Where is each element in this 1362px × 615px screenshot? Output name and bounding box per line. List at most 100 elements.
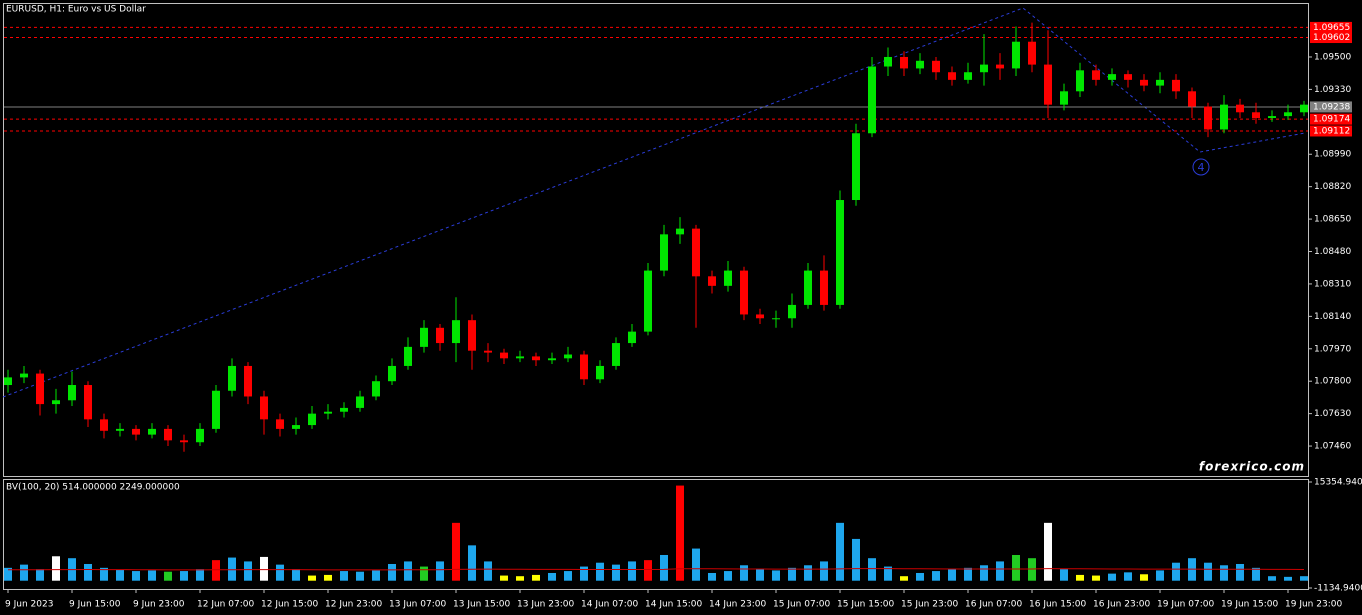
- candle-body: [212, 390, 220, 429]
- volume-bar: [372, 570, 380, 581]
- y-tick-label: 1.08140: [1314, 312, 1351, 322]
- candle-body: [708, 276, 716, 286]
- x-tick-label: 9 Jun 23:00: [133, 600, 185, 610]
- candle-body: [164, 428, 172, 441]
- level-box: [1310, 101, 1352, 113]
- volume-bar: [900, 576, 908, 581]
- candle-body: [468, 320, 476, 351]
- volume-bar: [1124, 572, 1132, 581]
- volume-bar: [244, 561, 252, 581]
- candle-body: [868, 66, 876, 134]
- candle-body: [788, 304, 796, 319]
- x-tick-label: 9 Jun 15:00: [69, 600, 121, 610]
- volume-bar: [4, 567, 12, 581]
- volume-frame: [3, 479, 1309, 590]
- volume-bar: [964, 567, 972, 581]
- candle-body: [1140, 79, 1148, 86]
- volume-bar: [1076, 574, 1084, 581]
- volume-bar: [1236, 563, 1244, 581]
- candle-body: [292, 425, 300, 429]
- ma-line: [7, 568, 1305, 571]
- level-box: [1310, 125, 1352, 137]
- volume-bar: [52, 556, 60, 581]
- volume-bar: [1156, 570, 1164, 581]
- candle-body: [660, 234, 668, 271]
- volume-bar: [84, 563, 92, 581]
- volume-bar: [500, 575, 508, 581]
- volume-bar: [532, 574, 540, 581]
- volume-bar: [468, 545, 476, 581]
- candle-body: [1220, 104, 1228, 130]
- y-tick-label: 1.08820: [1314, 182, 1351, 192]
- volume-bar: [164, 571, 172, 581]
- volume-bar: [756, 569, 764, 581]
- candle-body: [628, 331, 636, 344]
- candle-body: [692, 228, 700, 277]
- volume-bar: [116, 569, 124, 581]
- y-tick-label: 1.08480: [1314, 247, 1351, 257]
- volume-bar: [1220, 565, 1228, 581]
- candle-body: [532, 356, 540, 361]
- candle-body: [612, 343, 620, 366]
- x-tick-label: 13 Jun 23:00: [517, 600, 574, 610]
- y-tick-label: 1.08310: [1314, 279, 1351, 289]
- candle-body: [932, 60, 940, 73]
- volume-bar: [228, 557, 236, 581]
- level-label: 1.09112: [1313, 126, 1350, 136]
- level-box: [1310, 32, 1352, 44]
- indicator-title: BV(100, 20) 514.000000 2249.000000: [6, 483, 180, 493]
- candle-body: [1172, 79, 1180, 92]
- volume-bar: [836, 522, 844, 581]
- level-label: 1.09655: [1313, 23, 1350, 33]
- candle-body: [948, 72, 956, 80]
- candle-body: [1268, 116, 1276, 119]
- candle-body: [148, 428, 156, 435]
- volume-bar: [452, 522, 460, 581]
- volume-bar: [580, 566, 588, 581]
- candle-body: [1204, 106, 1212, 130]
- x-tick-label: 15 Jun 23:00: [901, 600, 958, 610]
- candle-body: [516, 356, 524, 359]
- candle-body: [756, 314, 764, 319]
- volume-bar: [404, 561, 412, 581]
- x-tick-label: 12 Jun 15:00: [261, 600, 318, 610]
- x-tick-label: 19 Jun 07:00: [1157, 600, 1214, 610]
- y-tick-label: 1.07970: [1314, 344, 1351, 354]
- candle-body: [996, 64, 1004, 69]
- candle-body: [340, 407, 348, 412]
- volume-bar: [308, 575, 316, 581]
- candle-body: [20, 373, 28, 378]
- candle-body: [564, 354, 572, 359]
- x-tick-label: 14 Jun 23:00: [709, 600, 766, 610]
- volume-bar: [1268, 576, 1276, 581]
- candle-body: [836, 200, 844, 305]
- x-tick-label: 14 Jun 15:00: [645, 600, 702, 610]
- y-tick-label: 15354.9400: [1314, 478, 1362, 488]
- candle-body: [84, 385, 92, 420]
- candle-body: [1284, 112, 1292, 117]
- level-box: [1310, 21, 1352, 33]
- candle-body: [820, 270, 828, 305]
- volume-bar: [596, 562, 604, 581]
- y-tick-label: 1.08650: [1314, 215, 1351, 225]
- volume-bar: [1108, 573, 1116, 581]
- candle-body: [276, 419, 284, 429]
- volume-bar: [852, 538, 860, 581]
- volume-bar: [868, 558, 876, 581]
- volume-bar: [724, 571, 732, 581]
- volume-bar: [660, 554, 668, 581]
- volume-bar: [788, 567, 796, 581]
- volume-bar: [1028, 558, 1036, 581]
- volume-bar: [884, 566, 892, 581]
- volume-bar: [340, 571, 348, 581]
- volume-bar: [548, 572, 556, 581]
- candle-body: [116, 428, 124, 431]
- volume-bar: [740, 565, 748, 581]
- watermark: forexrico.com: [1199, 460, 1305, 474]
- candle-body: [356, 396, 364, 408]
- candle-body: [1012, 41, 1020, 69]
- y-tick-label: 1.09500: [1314, 52, 1351, 62]
- volume-bar: [292, 569, 300, 581]
- x-tick-label: 16 Jun 15:00: [1029, 600, 1086, 610]
